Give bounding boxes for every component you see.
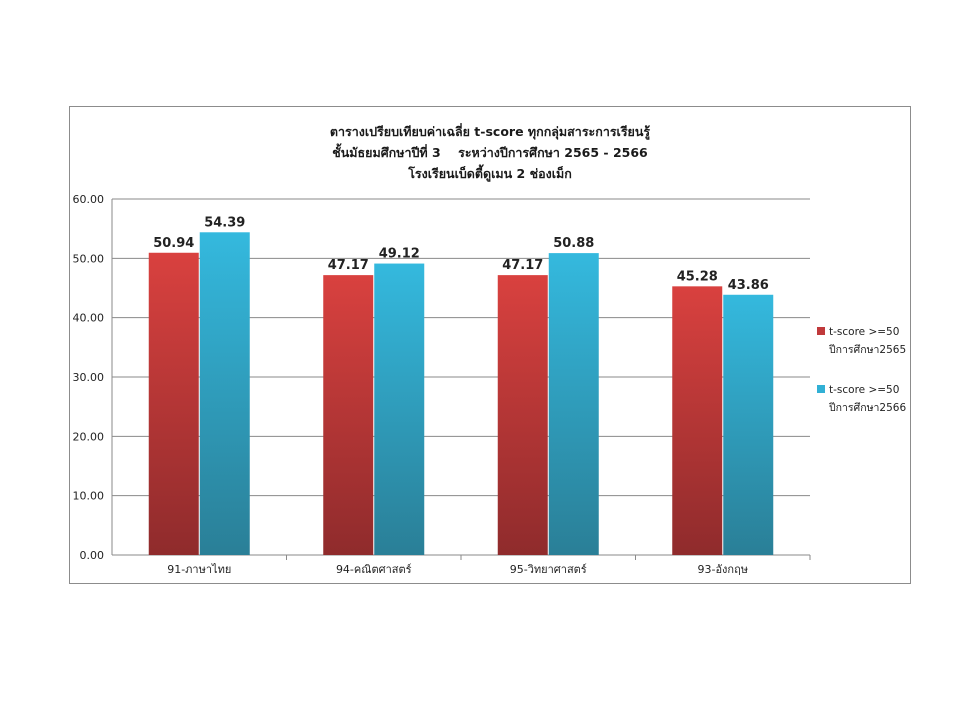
bar-2566 [199, 232, 250, 555]
bar-2566 [374, 263, 425, 555]
legend-swatch-2565 [817, 327, 825, 335]
data-label: 47.17 [328, 258, 369, 273]
bar-2565 [497, 275, 548, 555]
data-label: 47.17 [502, 258, 543, 273]
chart-frame: ตารางเปรียบเทียบค่าเฉลี่ย t-score ทุกกลุ… [69, 106, 911, 584]
x-tick-label: 95-วิทยาศาสตร์ [510, 563, 587, 576]
y-tick-label: 20.00 [73, 430, 105, 443]
data-label: 50.88 [553, 236, 594, 251]
y-tick-label: 30.00 [73, 371, 105, 384]
data-label: 43.86 [728, 278, 769, 293]
bar-2566 [723, 294, 774, 555]
bar-2566 [548, 253, 599, 555]
data-label: 54.39 [204, 215, 245, 230]
y-tick-label: 10.00 [73, 490, 105, 503]
legend-label-2566-line2: ปีการศึกษา2566 [829, 402, 907, 414]
bar-2565 [672, 286, 723, 555]
data-label: 45.28 [677, 269, 718, 284]
data-label: 50.94 [153, 236, 194, 251]
data-label: 49.12 [379, 247, 420, 262]
chart-title-line-2: ชั้นมัธยมศึกษาปีที่ 3 ระหว่างปีการศึกษา … [332, 145, 648, 160]
legend-label-2566-line1: t-score >=50 [829, 384, 900, 396]
y-tick-label: 50.00 [73, 252, 105, 265]
x-tick-label: 93-อังกฤษ [697, 563, 748, 576]
y-tick-label: 0.00 [80, 549, 105, 562]
bar-2565 [323, 275, 374, 555]
chart-title-line-3: โรงเรียนเบ็ดตี้ดูเมน 2 ช่องเม็ก [408, 166, 572, 181]
x-tick-label: 94-คณิตศาสตร์ [336, 563, 412, 576]
legend-label-2565-line1: t-score >=50 [829, 326, 900, 338]
bar-chart-plot: 0.00 10.00 20.00 30.00 40.00 50.00 60.00 50.94 5… [73, 193, 811, 576]
x-tick-label: 91-ภาษาไทย [167, 563, 231, 576]
y-tick-label: 40.00 [73, 312, 105, 325]
chart-title-line-1: ตารางเปรียบเทียบค่าเฉลี่ย t-score ทุกกลุ… [329, 124, 651, 139]
legend-swatch-2566 [817, 385, 825, 393]
bar-2565 [148, 252, 199, 556]
y-tick-label: 60.00 [73, 193, 105, 206]
legend-label-2565-line2: ปีการศึกษา2565 [829, 344, 907, 356]
